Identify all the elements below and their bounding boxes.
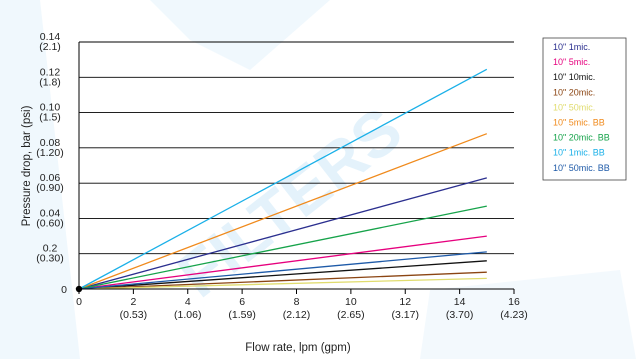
- legend-entry: 10" 1mic. BB: [553, 148, 605, 158]
- x-axis-title: Flow rate, lpm (gpm): [245, 342, 351, 354]
- y-tick-label: 0.10: [40, 102, 61, 114]
- x-tick-sublabel: (2.65): [337, 309, 364, 321]
- x-tick-sublabel: (3.70): [446, 309, 473, 321]
- x-tick-sublabel: (1.06): [174, 309, 201, 321]
- x-tick-label: 16: [508, 296, 520, 308]
- legend-entry: 10" 20mic.: [553, 87, 595, 97]
- x-tick-label: 4: [185, 296, 191, 308]
- legend-entry: 10" 5mic.: [553, 57, 590, 67]
- y-tick-sublabel: (0.90): [36, 182, 63, 194]
- series-lines: [75, 68, 488, 293]
- series-line-5: [78, 133, 488, 290]
- series-line-2: [78, 260, 487, 290]
- x-tick-sublabel: (2.12): [283, 309, 310, 321]
- y-tick-label: 0.06: [40, 172, 61, 184]
- y-tick-sublabel: (1.20): [36, 147, 63, 159]
- watermark-shape-left: [0, 0, 80, 359]
- y-axis-title: Pressure drop, bar (psi): [21, 105, 33, 226]
- legend-entry: 10" 10mic.: [553, 72, 595, 82]
- y-tick-label: 0.08: [40, 137, 61, 149]
- x-tick-label: 12: [399, 296, 411, 308]
- x-tick-label: 0: [76, 296, 82, 308]
- x-tick-sublabel: (4.23): [500, 309, 527, 321]
- legend-entry: 10" 1mic.: [553, 42, 590, 52]
- watermark-shape-bottom: [420, 270, 636, 359]
- y-tick-labels: 0 0.2(0.30) 0.04(0.60) 0.06(0.90) 0.08(1.20)…: [36, 31, 67, 296]
- x-tick-label: 8: [294, 296, 300, 308]
- y-tick-label: 0.14: [40, 31, 61, 43]
- legend: 10" 1mic. 10" 5mic. 10" 10mic. 10" 20mic. 10…: [542, 37, 627, 181]
- watermark-shape-top: [150, 0, 330, 70]
- y-tick-label: 0.04: [40, 207, 61, 219]
- grid: [79, 41, 514, 255]
- y-tick-sublabel: (0.30): [36, 253, 63, 265]
- x-tick-label: 14: [454, 296, 466, 308]
- series-line-7: [78, 68, 488, 290]
- series-line-4: [78, 277, 487, 290]
- x-tick-sublabel: (0.53): [120, 309, 147, 321]
- x-tick-label: 2: [130, 296, 136, 308]
- y-tick-sublabel: (0.60): [36, 217, 63, 229]
- series-line-8: [78, 251, 487, 290]
- x-tick-labels: 0 2(0.53)4(1.06)6(1.59)8(2.12)10(2.65)12(…: [76, 296, 528, 321]
- y-tick-label: 0.2: [43, 243, 58, 255]
- y-tick-label: 0.12: [40, 66, 61, 78]
- series-line-6: [78, 205, 487, 290]
- legend-box: [542, 37, 627, 181]
- y-tick-label: 0: [61, 284, 67, 296]
- x-tick-sublabel: (3.17): [392, 309, 419, 321]
- legend-entry: 10" 20mic. BB: [553, 133, 610, 143]
- x-tick-label: 10: [345, 296, 357, 308]
- legend-entry: 10" 5mic. BB: [553, 118, 605, 128]
- axes: [78, 42, 515, 294]
- series-line-3: [78, 271, 487, 290]
- series-line-1: [78, 235, 487, 290]
- y-tick-sublabel: (2.1): [39, 41, 61, 53]
- legend-entry: 10" 50mic. BB: [553, 163, 610, 173]
- x-tick-sublabel: (1.59): [228, 309, 255, 321]
- y-tick-sublabel: (1.8): [39, 76, 61, 88]
- y-tick-sublabel: (1.5): [39, 112, 61, 124]
- x-tick-label: 6: [239, 296, 245, 308]
- series-line-0: [78, 177, 487, 290]
- legend-entry: 10" 50mic.: [553, 102, 595, 112]
